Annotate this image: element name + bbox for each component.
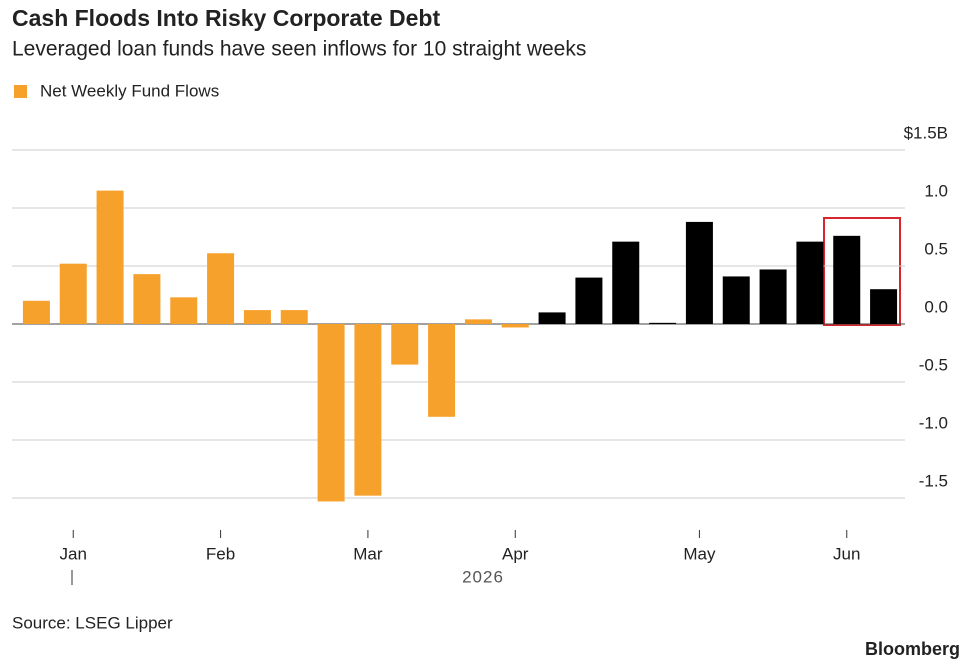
bar: [501, 324, 529, 328]
bar: [354, 324, 382, 496]
bar: [391, 324, 419, 365]
bar: [464, 319, 492, 324]
bar: [317, 324, 345, 502]
x-tick-label: Jan: [60, 544, 87, 563]
y-tick-label: $1.5B: [904, 123, 948, 142]
bar: [133, 274, 161, 324]
legend-label: Net Weekly Fund Flows: [40, 81, 219, 100]
bar: [96, 190, 124, 324]
bar: [612, 241, 640, 324]
y-tick-label: -1.0: [919, 413, 948, 432]
source: Source: LSEG Lipper: [12, 613, 173, 632]
y-tick-label: 0.5: [924, 239, 948, 258]
bar: [722, 276, 750, 324]
x-tick-label: Jun: [833, 544, 860, 563]
y-tick-label: -0.5: [919, 355, 948, 374]
legend-swatch: [14, 85, 27, 98]
bar: [759, 269, 787, 324]
bar: [685, 221, 713, 324]
bar: [870, 289, 898, 324]
chart-subtitle: Leveraged loan funds have seen inflows f…: [12, 38, 586, 61]
bar: [207, 253, 235, 324]
y-tick-label: 0.0: [924, 297, 948, 316]
x-tick-label: Mar: [353, 544, 383, 563]
bar: [428, 324, 456, 417]
bar: [280, 310, 308, 324]
bar: [833, 235, 861, 324]
brand: Bloomberg: [865, 639, 960, 659]
y-tick-label: -1.5: [919, 471, 948, 490]
bar: [170, 297, 198, 324]
bar: [59, 263, 87, 324]
highlight-box: [823, 217, 901, 326]
x-tick-label: Apr: [502, 544, 529, 563]
x-tick-label: May: [683, 544, 716, 563]
x-tick-label: Feb: [206, 544, 235, 563]
bar: [538, 312, 566, 324]
y-tick-label: 1.0: [924, 181, 948, 200]
bar: [243, 310, 271, 324]
bar: [575, 277, 603, 324]
bar: [796, 241, 824, 324]
bar: [22, 300, 50, 324]
chart-title: Cash Floods Into Risky Corporate Debt: [12, 5, 440, 31]
x-axis-label: 2026: [462, 567, 504, 586]
bar: [649, 322, 677, 324]
